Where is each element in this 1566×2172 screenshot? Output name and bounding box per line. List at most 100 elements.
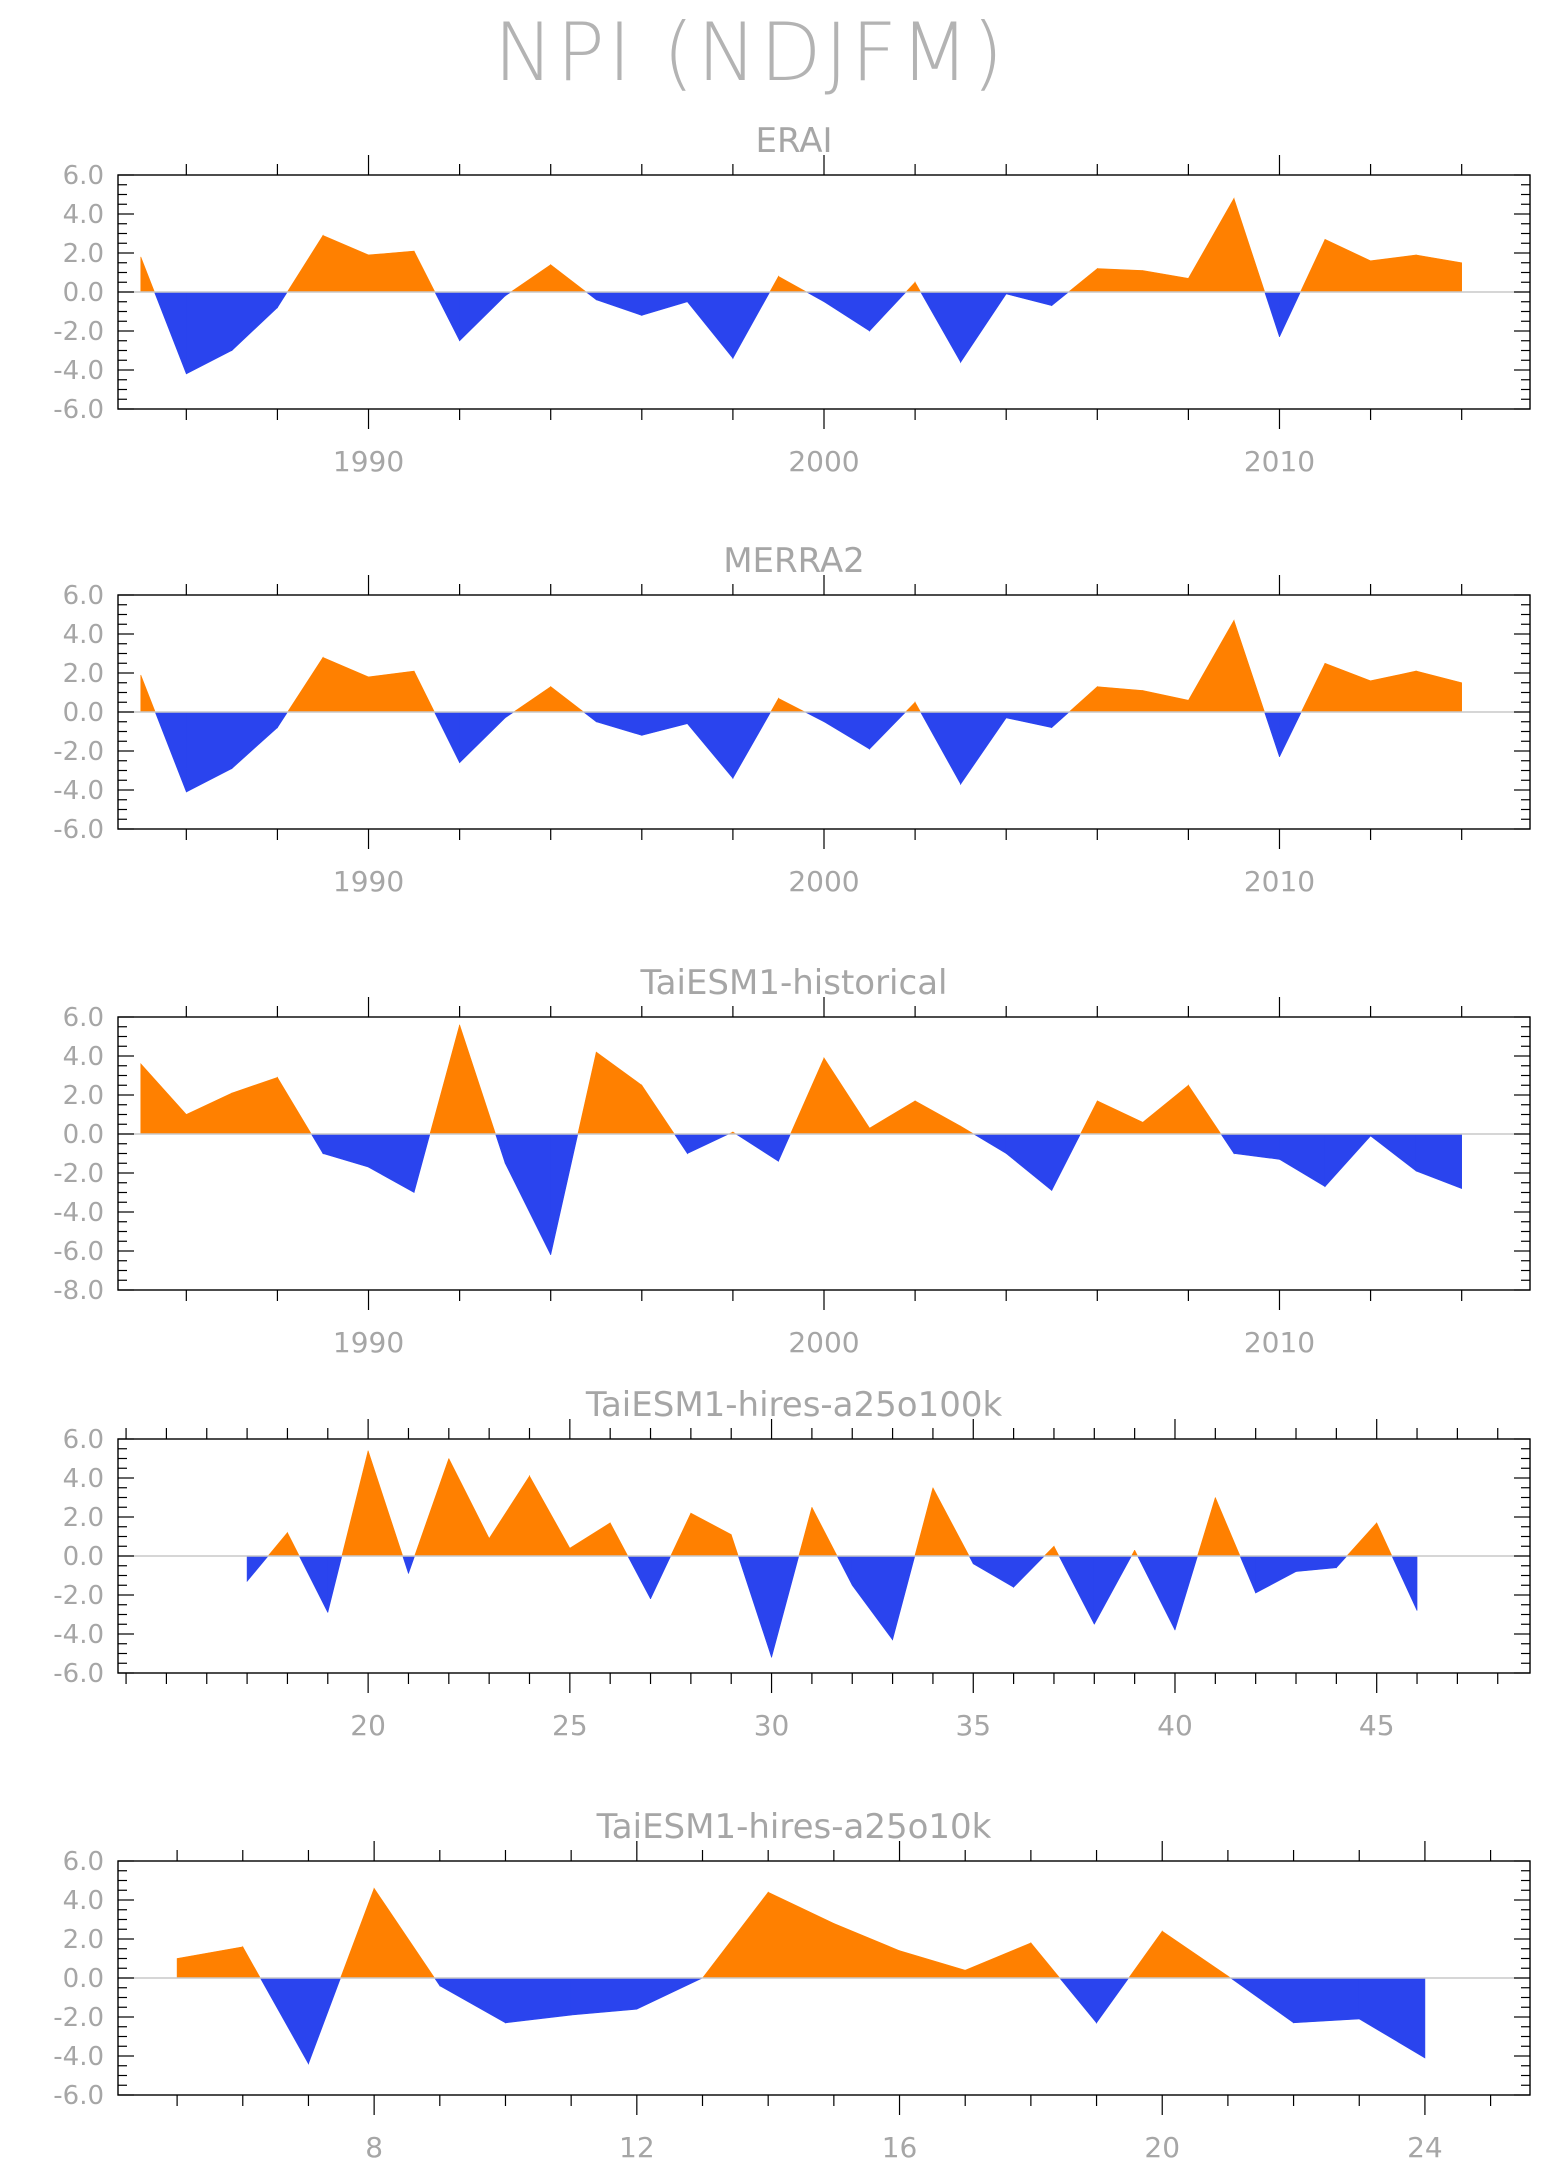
plot-frame [117,594,1531,830]
area-segment [769,275,779,293]
area-segment [434,291,460,341]
area-segment [1134,1550,1139,1557]
area-segment [1005,1133,1053,1192]
x-tick-label: 1990 [333,445,404,478]
area-segment [550,1133,579,1255]
y-tick-label: 2.0 [63,1503,104,1533]
area-segment [140,1063,187,1135]
y-tick-label: 4.0 [63,200,104,230]
area-segment [833,1922,900,1979]
area-segment [176,1946,244,1979]
area-segment [804,711,825,723]
area-segment [1336,1555,1348,1569]
area-segment [1053,1546,1060,1557]
area-segment [505,1977,572,2024]
area-segment [512,686,552,713]
area-segment [286,656,324,713]
area-segment [277,711,289,729]
area-segment [811,1507,838,1557]
y-tick-label: -2.0 [53,1159,104,1189]
area-segment [960,291,1007,364]
area-segment [368,670,415,713]
area-segment [459,1024,496,1135]
area-segment [259,1977,309,2065]
area-segment [650,1555,672,1600]
area-segment [277,1076,312,1135]
area-segment [448,1458,490,1557]
area-segment [778,1133,791,1162]
y-tick-label: 0.0 [63,1964,104,1994]
area-segment [1096,1100,1144,1135]
area-segment [1005,711,1053,728]
area-segment [823,291,870,332]
area-segment [823,1056,870,1135]
area-segment [1264,291,1280,337]
area-segment [1051,711,1070,729]
area-segment [1233,620,1265,713]
y-tick-label: 2.0 [63,1081,104,1111]
area-segment [798,1507,813,1557]
y-tick-label: -2.0 [53,737,104,767]
area-segment [905,281,916,293]
area-segment [1096,1977,1130,2024]
area-segment [402,1555,409,1574]
area-segment [1239,1555,1256,1594]
area-segment [582,711,597,723]
y-tick-label: 0.0 [63,278,104,308]
area-segment [414,1458,450,1557]
panel-title: TaiESM1-hires-a25o10k [596,1807,992,1847]
area-segment [778,275,808,293]
area-segment [1264,711,1280,757]
area-segment [869,1100,916,1135]
area-segment [368,250,415,293]
area-segment [509,264,552,293]
y-tick-label: -4.0 [53,1198,104,1228]
area-segment [823,711,870,750]
area-segment [433,1977,441,1987]
area-segment [1142,270,1189,293]
area-segment [960,1125,975,1135]
y-tick-label: 6.0 [63,1425,104,1455]
panel-merra2: MERRA2 6.0 4.0 2.0 0.0 -2.0 -4.0 -6.0 1990 2000 20… [53,541,1531,898]
panel-title: ERAI [755,121,832,161]
y-tick-label: -4.0 [53,2042,104,2072]
y-tick-label: 2.0 [63,239,104,269]
area-segment [186,1092,233,1135]
area-segment [1415,1133,1462,1190]
plot-frame [117,1860,1531,2096]
area-segment [327,1555,343,1613]
x-tick-label: 2000 [788,865,859,898]
panel-taiesm1-historical: TaiESM1-historical 6.0 4.0 2.0 0.0 -2.0 -4.0 -6… [53,963,1531,1359]
area-segment [186,291,233,375]
area-segment [373,1887,436,1979]
y-tick-label: -8.0 [53,1276,104,1306]
area-segment [1188,619,1235,713]
area-segment [771,1555,800,1658]
area-segment [286,234,324,293]
area-segment [687,291,734,360]
area-segment [459,711,506,764]
area-segment [920,711,961,786]
area-segment [627,1555,651,1600]
area-segment [459,291,506,342]
y-tick-label: 6.0 [63,161,104,191]
area-segment [488,1475,530,1557]
area-segment [767,1891,835,1979]
area-segment [805,291,825,303]
area-segment [408,1555,416,1574]
x-tick-label: 45 [1359,1709,1395,1742]
area-segment [778,697,806,713]
panel-title: TaiESM1-hires-a25o100k [585,1385,1003,1425]
page-title: NPI (NDJFM) [493,6,1007,99]
area-segment [1279,1133,1326,1188]
area-segment [1128,1930,1163,1979]
area-segment [914,1487,934,1557]
plot-frame [117,1438,1531,1674]
area-segment [641,1084,675,1135]
area-segment [413,670,435,713]
y-tick-label: -4.0 [53,776,104,806]
x-tick-label: 35 [955,1709,991,1742]
area-segment [1058,1555,1095,1625]
y-tick-label: -6.0 [53,1659,104,1689]
area-segment [231,291,278,352]
